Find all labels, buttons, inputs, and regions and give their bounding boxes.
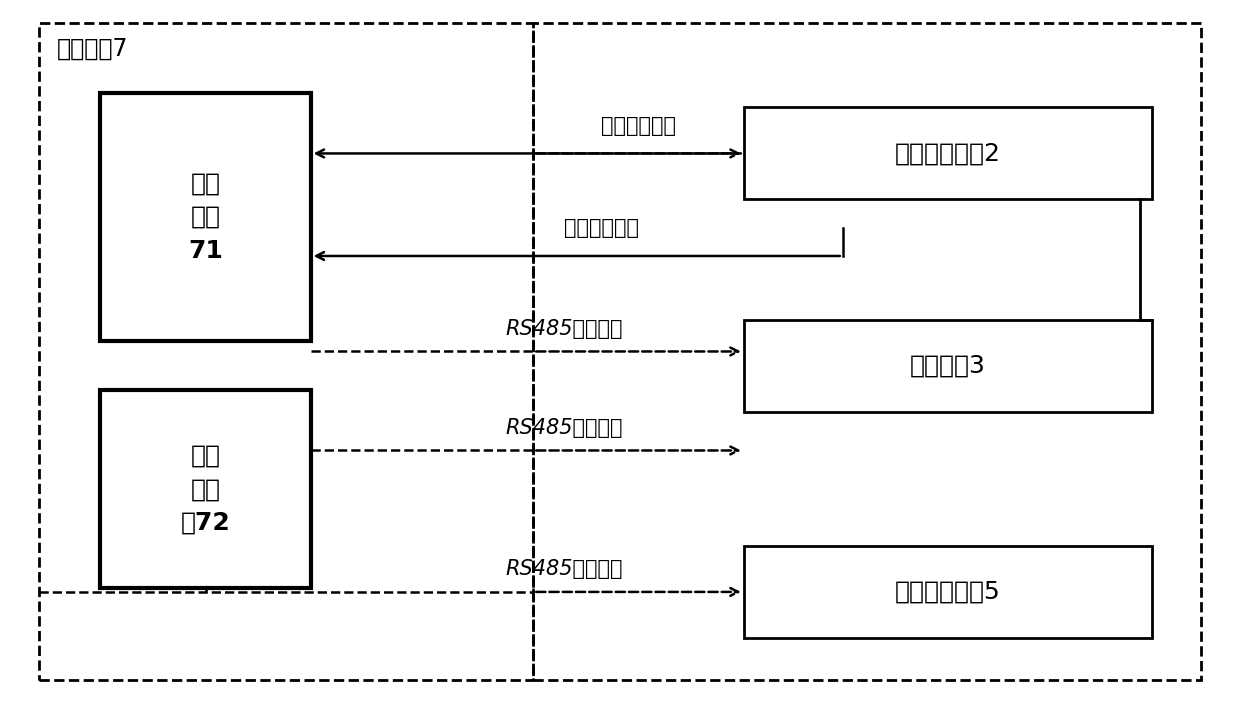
Bar <box>744 107 1152 200</box>
Text: 实时传输视频: 实时传输视频 <box>601 116 676 136</box>
Bar <box>38 23 533 680</box>
Text: RS485控制信号: RS485控制信号 <box>506 319 622 339</box>
Text: 可见光摄像机2: 可见光摄像机2 <box>895 141 1001 165</box>
Text: 二维旋转机构5: 二维旋转机构5 <box>895 580 1001 604</box>
Bar <box>744 546 1152 638</box>
Text: RS485控制信号: RS485控制信号 <box>506 417 622 438</box>
Text: 显控终端7: 显控终端7 <box>57 37 129 61</box>
Bar <box>100 391 311 589</box>
Text: 显示
终端
71: 显示 终端 71 <box>188 172 223 263</box>
Text: 传输距离参数: 传输距离参数 <box>564 218 639 239</box>
Text: 测距系统3: 测距系统3 <box>910 354 986 378</box>
Bar <box>744 320 1152 412</box>
Bar <box>100 93 311 341</box>
Bar <box>533 23 1202 680</box>
Text: RS485控制信号: RS485控制信号 <box>506 559 622 579</box>
Text: 控制
操纵
器72: 控制 操纵 器72 <box>181 444 231 535</box>
